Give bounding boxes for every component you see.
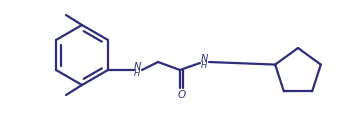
Text: H: H xyxy=(134,70,140,78)
Text: N: N xyxy=(200,54,208,64)
Text: H: H xyxy=(201,62,207,70)
Text: N: N xyxy=(133,62,141,72)
Text: O: O xyxy=(177,90,186,100)
